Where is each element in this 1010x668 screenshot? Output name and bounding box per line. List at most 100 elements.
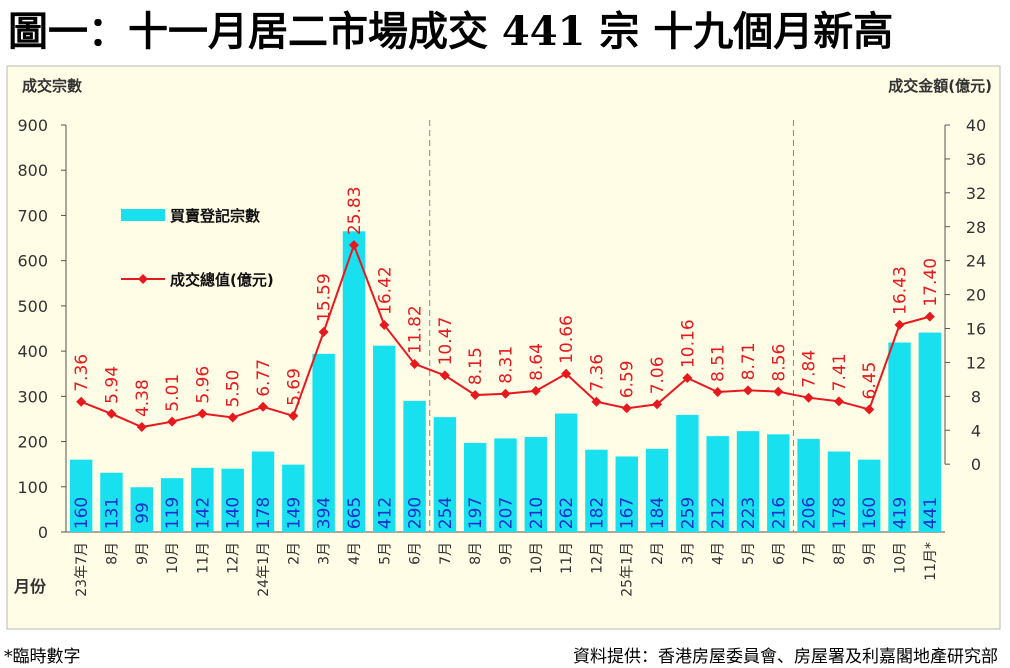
bar	[373, 345, 396, 532]
x-tick-label: 2月	[650, 542, 666, 565]
x-tick-label: 12月	[226, 542, 242, 574]
line-value-label: 8.56	[769, 344, 789, 382]
line-point	[136, 422, 147, 433]
x-tick-label: 7月	[802, 542, 818, 565]
bar	[645, 448, 669, 532]
bar	[676, 414, 699, 532]
x-tick-label: 24年1月	[256, 542, 272, 597]
line-value-label: 5.69	[284, 368, 304, 406]
y-right-tick-label: 16	[966, 320, 986, 339]
bar-value-label: 178	[254, 497, 274, 529]
bar	[342, 231, 366, 532]
y-right-tick-label: 12	[966, 353, 986, 372]
line-value-label: 5.96	[193, 366, 213, 404]
bar-value-label: 259	[678, 497, 698, 529]
x-tick-label: 5月	[377, 542, 393, 565]
line-point	[591, 396, 602, 407]
line-value-label: 16.43	[891, 266, 911, 315]
line-point	[894, 319, 905, 330]
separators	[429, 120, 794, 532]
x-tick-label: 11月	[559, 542, 575, 574]
line-value-label: 10.66	[557, 315, 577, 364]
bar-value-label: 182	[587, 497, 607, 529]
line-point	[318, 326, 329, 337]
bar	[797, 438, 820, 532]
bar-value-label: 412	[375, 497, 395, 529]
bar	[100, 472, 123, 532]
line-point	[167, 416, 178, 427]
bar	[312, 353, 335, 532]
data-source: 資料提供：香港房屋委員會、房屋署及利嘉閣地產研究部	[573, 647, 998, 667]
x-tick-label: 4月	[711, 542, 727, 565]
y-left-tick-label: 600	[17, 252, 48, 271]
bar	[160, 478, 184, 532]
y-right-tick-label: 40	[966, 116, 986, 135]
bar-value-label: 149	[284, 497, 304, 529]
y-right-ticks: 0 4 8 12 16 20 24 28 32 36 40	[945, 116, 986, 474]
line-value-label: 7.36	[72, 354, 92, 392]
page-title: 圖一：十一月居二市場成交 441 宗 十九個月新高	[8, 8, 894, 55]
line-point	[348, 240, 359, 251]
x-tick-label: 10月	[529, 542, 545, 574]
y-axis-left-title: 成交宗數	[22, 77, 82, 95]
line-value-label: 6.77	[254, 359, 274, 397]
y-right-tick-label: 28	[966, 218, 986, 237]
y-left-tick-label: 500	[17, 297, 48, 316]
legend-line-marker	[138, 274, 148, 284]
bar-value-label: 665	[345, 497, 365, 529]
bar-value-label: 216	[769, 497, 789, 529]
y-left-tick-label: 100	[17, 478, 48, 497]
y-left-tick-label: 800	[17, 161, 48, 180]
line-point	[76, 396, 87, 407]
bar-value-label: 207	[497, 497, 517, 529]
x-tick-label: 3月	[317, 542, 333, 565]
x-tick-label: 6月	[771, 542, 787, 565]
legend-line-label: 成交總值(億元)	[170, 271, 274, 289]
x-tick-label: 11月	[195, 542, 211, 574]
x-tick-label: 11月*	[923, 542, 939, 581]
y-right-tick-label: 4	[971, 421, 981, 440]
line-point	[470, 390, 481, 401]
bar	[251, 451, 275, 532]
bar-value-label: 140	[224, 497, 244, 529]
bar-value-label: 160	[72, 497, 92, 529]
line-value-label: 25.83	[345, 186, 365, 235]
y-left-ticks: 0 100 200 300 400 500 600 700 800 900	[17, 116, 66, 542]
legend-bar-label: 買賣登記宗數	[170, 207, 260, 225]
bar	[554, 413, 578, 532]
line-value-label: 15.59	[315, 273, 335, 322]
y-right-tick-label: 24	[966, 252, 986, 271]
y-right-tick-label: 36	[966, 150, 986, 169]
line-value-label: 6.59	[618, 360, 638, 398]
line-point	[288, 410, 299, 421]
line-point	[864, 404, 875, 415]
bar-value-label: 206	[800, 497, 820, 529]
x-tick-label: 23年7月	[74, 542, 90, 597]
bar-value-label: 210	[527, 497, 547, 529]
bar	[463, 442, 487, 532]
line-point	[106, 408, 117, 419]
x-tick-label: 7月	[438, 542, 454, 565]
x-tick-label: 25年1月	[620, 542, 636, 597]
y-left-tick-label: 900	[17, 116, 48, 135]
bar	[282, 464, 305, 532]
bar	[221, 468, 244, 532]
x-tick-label: 6月	[408, 542, 424, 565]
bars	[69, 231, 942, 532]
line-point	[258, 401, 269, 412]
line-value-label: 7.06	[648, 356, 668, 394]
y-left-tick-label: 0	[38, 523, 48, 542]
line-value-label: 6.45	[860, 362, 880, 400]
line-point	[197, 408, 208, 419]
x-tick-label: 9月	[499, 542, 515, 565]
x-tick-label: 5月	[741, 542, 757, 565]
bar-value-label: 131	[102, 497, 122, 529]
x-tick-label: 3月	[680, 542, 696, 565]
bar	[736, 431, 760, 532]
bar	[130, 487, 153, 532]
bar-value-label: 419	[891, 497, 911, 529]
line-point	[652, 399, 663, 410]
y-axis-right-title: 成交金額(億元)	[888, 77, 992, 95]
x-tick-label: 9月	[135, 542, 151, 565]
line-point	[439, 370, 450, 381]
